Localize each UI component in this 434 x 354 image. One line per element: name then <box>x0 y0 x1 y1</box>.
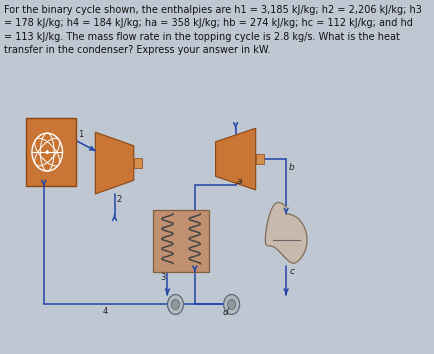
Text: For the binary cycle shown, the enthalpies are h1 = 3,185 kJ/kg; h2 = 2,206 kJ/k: For the binary cycle shown, the enthalpi… <box>4 5 422 56</box>
Polygon shape <box>216 128 256 190</box>
Circle shape <box>46 150 49 154</box>
Text: b: b <box>289 162 295 172</box>
FancyBboxPatch shape <box>26 118 76 186</box>
Text: a: a <box>237 177 242 187</box>
Polygon shape <box>265 202 307 263</box>
FancyBboxPatch shape <box>134 158 142 168</box>
Polygon shape <box>95 132 134 194</box>
FancyBboxPatch shape <box>153 210 209 272</box>
FancyBboxPatch shape <box>256 154 264 164</box>
Text: 4: 4 <box>103 307 108 316</box>
Text: c: c <box>289 267 294 276</box>
Text: d: d <box>222 308 228 317</box>
Circle shape <box>224 295 240 314</box>
Circle shape <box>227 299 236 309</box>
Text: 3: 3 <box>160 273 165 282</box>
Text: 1: 1 <box>78 130 83 139</box>
Circle shape <box>168 295 184 314</box>
Text: 2: 2 <box>116 195 121 204</box>
Circle shape <box>171 299 180 309</box>
